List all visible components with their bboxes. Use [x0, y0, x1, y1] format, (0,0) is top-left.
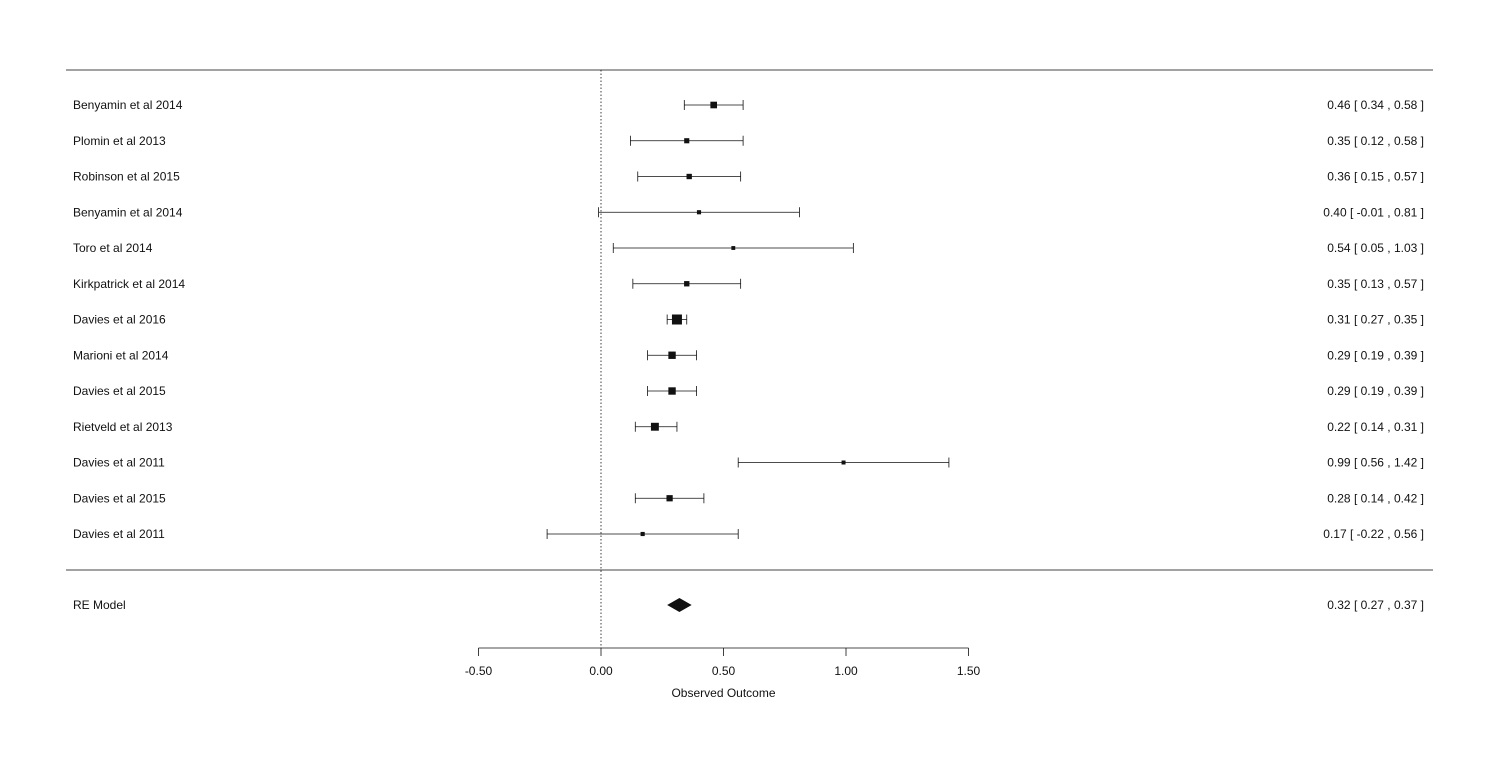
study-label: Robinson et al 2015	[73, 170, 180, 184]
x-axis-title: Observed Outcome	[671, 686, 775, 700]
study-label: Davies et al 2015	[73, 384, 166, 398]
study-label: Marioni et al 2014	[73, 348, 169, 362]
estimate-ci-text: 0.28 [ 0.14 , 0.42 ]	[1327, 491, 1424, 505]
estimate-ci-text: 0.46 [ 0.34 , 0.58 ]	[1327, 98, 1424, 112]
point-estimate	[666, 495, 673, 502]
estimate-ci-text: 0.17 [ -0.22 , 0.56 ]	[1323, 527, 1424, 541]
summary-ci-text: 0.32 [ 0.27 , 0.37 ]	[1327, 598, 1424, 612]
study-label: Toro et al 2014	[73, 241, 153, 255]
point-estimate	[841, 460, 846, 465]
estimate-ci-text: 0.36 [ 0.15 , 0.57 ]	[1327, 170, 1424, 184]
study-label: Davies et al 2011	[73, 527, 165, 541]
study-label: Davies et al 2011	[73, 456, 165, 470]
point-estimate	[731, 246, 736, 250]
x-tick-label: 0.00	[589, 664, 613, 678]
study-label: Plomin et al 2013	[73, 134, 166, 148]
study-label: Kirkpatrick et al 2014	[73, 277, 185, 291]
estimate-ci-text: 0.35 [ 0.13 , 0.57 ]	[1327, 277, 1424, 291]
summary-label: RE Model	[73, 598, 126, 612]
point-estimate	[650, 422, 659, 431]
study-label: Rietveld et al 2013	[73, 420, 173, 434]
summary-diamond	[667, 598, 692, 612]
point-estimate	[710, 101, 718, 109]
point-estimate	[640, 531, 645, 537]
x-tick-label: 0.50	[712, 664, 736, 678]
estimate-ci-text: 0.31 [ 0.27 , 0.35 ]	[1327, 313, 1424, 327]
point-estimate	[684, 138, 690, 144]
point-estimate	[686, 173, 692, 180]
point-estimate	[684, 281, 690, 287]
study-label: Davies et al 2016	[73, 313, 166, 327]
study-label: Benyamin et al 2014	[73, 98, 183, 112]
point-estimate	[671, 314, 682, 325]
point-estimate	[696, 210, 702, 215]
estimate-ci-text: 0.40 [ -0.01 , 0.81 ]	[1323, 205, 1424, 219]
x-tick-label: 1.50	[957, 664, 981, 678]
study-label: Davies et al 2015	[73, 491, 166, 505]
study-label: Benyamin et al 2014	[73, 205, 183, 219]
estimate-ci-text: 0.29 [ 0.19 , 0.39 ]	[1327, 348, 1424, 362]
x-tick-label: -0.50	[465, 664, 493, 678]
estimate-ci-text: 0.54 [ 0.05 , 1.03 ]	[1327, 241, 1424, 255]
point-estimate	[668, 351, 676, 359]
estimate-ci-text: 0.22 [ 0.14 , 0.31 ]	[1327, 420, 1424, 434]
estimate-ci-text: 0.35 [ 0.12 , 0.58 ]	[1327, 134, 1424, 148]
x-tick-label: 1.00	[834, 664, 858, 678]
estimate-ci-text: 0.29 [ 0.19 , 0.39 ]	[1327, 384, 1424, 398]
point-estimate	[668, 387, 676, 395]
estimate-ci-text: 0.99 [ 0.56 , 1.42 ]	[1327, 456, 1424, 470]
